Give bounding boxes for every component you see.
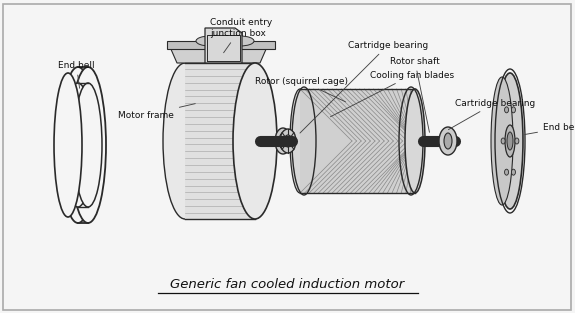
Ellipse shape	[491, 77, 513, 205]
Ellipse shape	[196, 36, 224, 46]
Polygon shape	[170, 47, 267, 63]
Ellipse shape	[54, 73, 82, 217]
Ellipse shape	[501, 138, 505, 144]
Ellipse shape	[279, 133, 287, 149]
Text: Cartridge bearing: Cartridge bearing	[448, 99, 535, 130]
Text: Cartridge bearing: Cartridge bearing	[300, 40, 428, 133]
FancyBboxPatch shape	[3, 4, 571, 310]
Ellipse shape	[439, 127, 457, 155]
FancyBboxPatch shape	[300, 89, 415, 193]
Ellipse shape	[163, 63, 207, 219]
Text: Rotor shaft: Rotor shaft	[390, 57, 440, 132]
Ellipse shape	[405, 89, 425, 193]
Ellipse shape	[290, 89, 310, 193]
Ellipse shape	[515, 138, 519, 144]
Text: End bell: End bell	[525, 124, 575, 135]
Text: Conduit entry
junction box: Conduit entry junction box	[210, 18, 272, 53]
Polygon shape	[205, 28, 242, 63]
Ellipse shape	[444, 133, 452, 149]
Text: Generic fan cooled induction motor: Generic fan cooled induction motor	[170, 279, 404, 291]
Ellipse shape	[74, 83, 102, 207]
Ellipse shape	[504, 107, 508, 113]
Ellipse shape	[60, 67, 96, 223]
Ellipse shape	[511, 169, 515, 175]
Ellipse shape	[280, 129, 296, 153]
Ellipse shape	[507, 132, 513, 150]
Text: Rotor (squirrel cage): Rotor (squirrel cage)	[255, 76, 348, 102]
Text: Motor frame: Motor frame	[118, 104, 196, 120]
Ellipse shape	[505, 125, 515, 157]
Ellipse shape	[497, 73, 523, 209]
Ellipse shape	[226, 36, 254, 46]
FancyBboxPatch shape	[167, 41, 275, 49]
Text: End bell: End bell	[58, 60, 95, 88]
Ellipse shape	[64, 83, 92, 207]
Ellipse shape	[70, 67, 106, 223]
Ellipse shape	[284, 135, 292, 147]
Ellipse shape	[275, 128, 291, 154]
Ellipse shape	[233, 63, 277, 219]
Ellipse shape	[511, 107, 515, 113]
Ellipse shape	[504, 169, 508, 175]
FancyBboxPatch shape	[185, 63, 255, 219]
Text: Cooling fan blades: Cooling fan blades	[331, 70, 454, 117]
